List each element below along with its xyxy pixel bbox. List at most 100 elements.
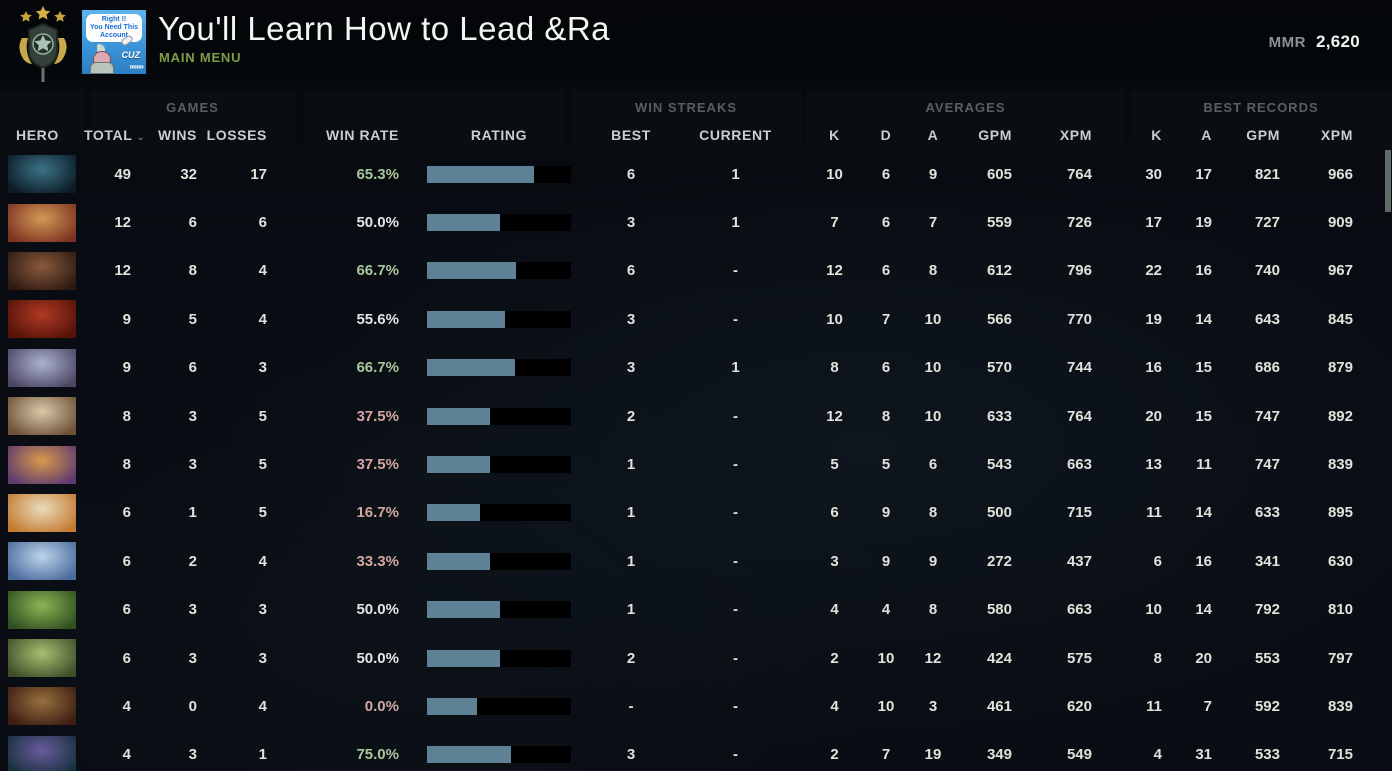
rating-bar bbox=[427, 456, 571, 474]
hero-row-crystal-maiden[interactable]: 6 2 4 33.3% 1 - 3 9 9 272 437 6 16 341 630 bbox=[0, 537, 1356, 585]
col-header-avg-gpm[interactable]: GPM bbox=[978, 127, 1012, 143]
rating-bar-fill bbox=[427, 214, 501, 232]
hero-portrait-drow-ranger[interactable] bbox=[8, 348, 76, 387]
cell-rating bbox=[402, 601, 596, 619]
cell-best-a: 16 bbox=[1195, 552, 1212, 570]
cell-hero bbox=[0, 348, 84, 387]
hero-portrait-sniper[interactable] bbox=[8, 397, 76, 436]
col-header-avg-a[interactable]: A bbox=[927, 127, 939, 143]
col-header-hero[interactable]: HERO bbox=[16, 127, 59, 143]
col-header-best-gpm[interactable]: GPM bbox=[1246, 127, 1280, 143]
cell-avg-xpm: 796 bbox=[1066, 262, 1092, 280]
hero-portrait-phantom-assassin[interactable] bbox=[8, 155, 76, 194]
cell-avg-gpm: 570 bbox=[986, 359, 1012, 377]
col-header-win-rate[interactable]: WIN RATE bbox=[326, 127, 399, 143]
cell-streak-best: 6 bbox=[626, 262, 636, 280]
cell-win-rate: 0.0% bbox=[364, 697, 399, 715]
cell-avg-d: 10 bbox=[877, 697, 895, 715]
player-avatar[interactable]: Right !! You Need This Account CUZ »»»» bbox=[82, 10, 146, 74]
cell-best-a: 19 bbox=[1195, 214, 1212, 232]
hero-row-bristleback[interactable]: 6 1 5 16.7% 1 - 6 9 8 500 715 11 14 633 895 bbox=[0, 489, 1356, 537]
scrollbar-thumb[interactable] bbox=[1385, 150, 1391, 212]
cell-hero bbox=[0, 397, 84, 436]
cell-wins: 3 bbox=[188, 456, 197, 474]
col-header-avg-k[interactable]: K bbox=[829, 127, 840, 143]
medal-stars bbox=[20, 6, 66, 22]
cell-streak-current: 1 bbox=[731, 214, 740, 232]
hero-portrait-troll-warlord[interactable] bbox=[8, 203, 76, 242]
cell-best-gpm: 633 bbox=[1254, 504, 1280, 522]
cell-avg-xpm: 770 bbox=[1066, 310, 1092, 328]
cell-best-gpm: 686 bbox=[1254, 359, 1280, 377]
cell-wins: 3 bbox=[188, 601, 197, 619]
cell-avg-a: 6 bbox=[928, 456, 938, 474]
cell-avg-xpm: 663 bbox=[1066, 601, 1092, 619]
rating-bar-fill bbox=[427, 262, 517, 280]
hero-row-troll-warlord[interactable]: 12 6 6 50.0% 3 1 7 6 7 559 726 17 19 727 909 bbox=[0, 198, 1356, 246]
col-header-losses[interactable]: LOSSES bbox=[206, 127, 267, 143]
cell-best-a: 14 bbox=[1195, 601, 1212, 619]
header-panel-winrate bbox=[305, 90, 565, 150]
col-header-best-k[interactable]: K bbox=[1151, 127, 1162, 143]
hero-portrait-medusa[interactable] bbox=[8, 590, 76, 629]
hero-portrait-faceless-void[interactable] bbox=[8, 735, 76, 771]
cell-win-rate: 65.3% bbox=[356, 165, 399, 183]
cell-win-rate: 50.0% bbox=[356, 649, 399, 667]
cell-streak-best: 2 bbox=[626, 649, 636, 667]
col-header-wins[interactable]: WINS bbox=[158, 127, 197, 143]
main-menu-link[interactable]: MAIN MENU bbox=[159, 50, 242, 65]
cell-avg-a: 8 bbox=[928, 601, 938, 619]
hero-portrait-crystal-maiden[interactable] bbox=[8, 542, 76, 581]
cell-streak-best: 1 bbox=[626, 456, 636, 474]
cell-losses: 17 bbox=[250, 165, 267, 183]
hero-portrait-undying[interactable] bbox=[8, 639, 76, 678]
hero-portrait-bloodseeker[interactable] bbox=[8, 300, 76, 339]
hero-row-faceless-void[interactable]: 4 3 1 75.0% 3-2 7 19 349 549 4 31 533 715 bbox=[0, 731, 1356, 771]
sort-chevron-icon: ⌄ bbox=[136, 132, 146, 143]
group-label-averages: AVERAGES bbox=[925, 100, 1006, 115]
cell-best-xpm: 839 bbox=[1327, 697, 1353, 715]
col-header-streak-current[interactable]: CURRENT bbox=[699, 127, 772, 143]
cell-avg-gpm: 559 bbox=[986, 214, 1012, 232]
cell-streak-current: - bbox=[733, 601, 738, 619]
col-header-total[interactable]: TOTAL ⌄ bbox=[84, 127, 146, 143]
col-header-avg-xpm[interactable]: XPM bbox=[1059, 127, 1092, 143]
hero-row-ursa[interactable]: 12 8 4 66.7% 6 - 12 6 8 612 796 22 16 740 967 bbox=[0, 247, 1356, 295]
cell-wins: 6 bbox=[188, 214, 197, 232]
cell-best-k: 11 bbox=[1146, 697, 1162, 715]
col-header-best-xpm[interactable]: XPM bbox=[1320, 127, 1353, 143]
cell-avg-k: 4 bbox=[830, 601, 839, 619]
cell-total: 49 bbox=[114, 165, 131, 183]
col-header-avg-d[interactable]: D bbox=[880, 127, 892, 143]
cell-wins: 0 bbox=[188, 697, 197, 715]
cell-best-k: 11 bbox=[1146, 504, 1162, 522]
hero-portrait-lifestealer[interactable] bbox=[8, 687, 76, 726]
hero-row-lifestealer[interactable]: 4 0 4 0.0% - - 4 10 3 461 620 11 7 592 839 bbox=[0, 682, 1356, 730]
cell-best-gpm: 553 bbox=[1254, 649, 1280, 667]
cell-hero bbox=[0, 542, 84, 581]
hero-portrait-anti-mage[interactable] bbox=[8, 445, 76, 484]
hero-portrait-ursa[interactable] bbox=[8, 251, 76, 290]
cell-best-k: 16 bbox=[1145, 359, 1162, 377]
hero-row-bloodseeker[interactable]: 9 5 4 55.6% 3 - 10 7 10 566 770 19 14 643 845 bbox=[0, 295, 1356, 343]
cell-avg-k: 10 bbox=[826, 310, 843, 328]
hero-row-sniper[interactable]: 8 3 5 37.5% 2 - 12 8 10 633 764 20 15 747 892 bbox=[0, 392, 1356, 440]
cell-total: 9 bbox=[122, 359, 131, 377]
hero-row-drow-ranger[interactable]: 9 6 3 66.7% 3 1 8 6 10 570 744 16 15 686 879 bbox=[0, 344, 1356, 392]
col-header-streak-best[interactable]: BEST bbox=[611, 127, 651, 143]
cell-avg-a: 9 bbox=[928, 165, 938, 183]
col-header-best-a[interactable]: A bbox=[1201, 127, 1212, 143]
cell-total: 6 bbox=[122, 601, 131, 619]
hero-portrait-bristleback[interactable] bbox=[8, 493, 76, 532]
col-header-rating[interactable]: RATING bbox=[470, 127, 528, 143]
cell-rating bbox=[402, 165, 596, 183]
cell-streak-current: - bbox=[733, 504, 738, 522]
hero-row-phantom-assassin[interactable]: 49 32 17 65.3% 6 1 10 6 9 605 764 30 17 821 966 bbox=[0, 150, 1356, 198]
mmr-value: 2,620 bbox=[1315, 32, 1360, 51]
hero-row-anti-mage[interactable]: 8 3 5 37.5% 1 - 5 5 6 543 663 13 11 747 839 bbox=[0, 440, 1356, 488]
cell-rating bbox=[402, 697, 596, 715]
hero-row-undying[interactable]: 6 3 3 50.0% 2 - 2 10 12 424 575 8 20 553 797 bbox=[0, 634, 1356, 682]
hero-row-medusa[interactable]: 6 3 3 50.0% 1 - 4 4 8 580 663 10 14 792 810 bbox=[0, 586, 1356, 634]
cell-avg-k: 10 bbox=[826, 165, 843, 183]
cell-hero bbox=[0, 203, 84, 242]
